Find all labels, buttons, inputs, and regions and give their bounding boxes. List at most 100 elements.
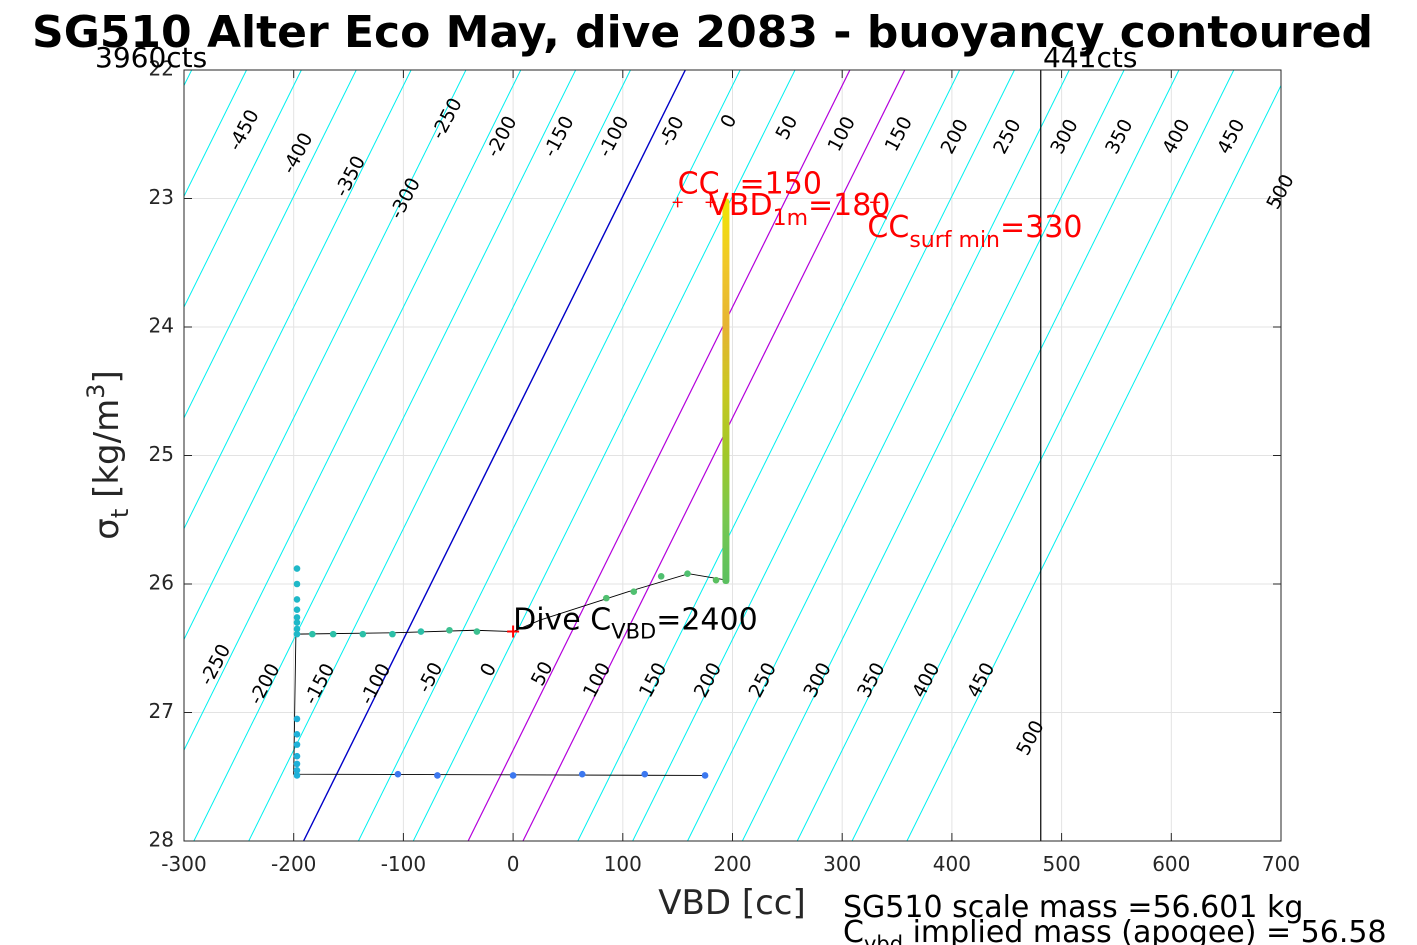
dive-marker <box>507 625 520 638</box>
contour-lines <box>184 70 1281 841</box>
footer-implied-mass: Cvbd implied mass (apogee) = 56.58 <box>843 915 1387 945</box>
x-axis-label: VBD [cc] <box>658 883 806 923</box>
annotation-main: CC <box>678 166 720 201</box>
contour-line <box>577 70 961 841</box>
data-point <box>293 619 301 626</box>
data-point <box>293 606 301 613</box>
data-point <box>701 772 709 779</box>
data-point <box>394 770 402 778</box>
data-point <box>293 760 301 768</box>
contour-line <box>687 70 1070 841</box>
contour-line <box>522 70 906 841</box>
x-tick-label: 600 <box>1152 852 1190 876</box>
dive-points <box>293 198 730 779</box>
contour-line <box>741 70 1125 841</box>
y-label-unit: [kg/m <box>87 399 127 509</box>
data-point <box>293 772 301 779</box>
footer-implied-sub: vbd <box>864 932 903 945</box>
y-tick-label: 27 <box>149 699 174 723</box>
data-point <box>473 628 481 635</box>
data-point <box>309 630 316 638</box>
annotation-sub: 1m <box>773 206 808 231</box>
data-point <box>293 741 301 748</box>
annotation-main: VBD <box>708 188 772 223</box>
contour-line <box>302 70 686 841</box>
y-tick-label: 28 <box>149 828 174 852</box>
chart-title: SG510 Alter Eco May, dive 2083 - buoyanc… <box>32 7 1373 58</box>
contour-line <box>851 70 1235 841</box>
contour-line <box>632 70 1015 841</box>
x-tick-label: -200 <box>271 852 316 876</box>
data-point <box>293 596 301 603</box>
data-point <box>293 614 301 621</box>
data-point <box>293 630 301 638</box>
data-point <box>712 576 720 584</box>
y-label-unit-close: ] <box>87 370 127 383</box>
x-tick-label: -300 <box>161 852 206 876</box>
contour-line <box>357 70 741 841</box>
contour-line <box>184 70 522 752</box>
dive-track <box>293 573 728 776</box>
contour-line <box>248 70 631 841</box>
data-point <box>293 767 301 774</box>
data-point <box>293 752 301 760</box>
y-tick-label: 26 <box>149 571 174 595</box>
annotation-label: VBD1m=180 <box>708 188 890 231</box>
y-tick-label: 24 <box>149 314 174 338</box>
data-point <box>293 731 301 738</box>
contour-line <box>796 70 1180 841</box>
x-tick-label: 500 <box>1043 852 1081 876</box>
dive-label-main: Dive C <box>513 603 611 638</box>
x-tick-label: 0 <box>507 852 520 876</box>
data-point <box>446 626 453 634</box>
annotation-marker <box>870 197 881 208</box>
y-tick-label: 22 <box>149 57 174 81</box>
dive-label-sub: VBD <box>611 620 656 644</box>
x-tick-label: 700 <box>1262 852 1300 876</box>
top-left-counts: 3960cts <box>95 41 207 74</box>
contour-line <box>184 70 467 641</box>
annotation-label: CC =150 <box>678 166 822 201</box>
data-point <box>293 715 301 723</box>
data-point <box>578 770 586 778</box>
annotation-label: CCsurf min=330 <box>867 210 1082 253</box>
contour-line <box>412 70 796 841</box>
x-tick-label: 200 <box>713 852 751 876</box>
y-axis-label: σt [kg/m3] <box>82 370 134 539</box>
x-tick-label: 400 <box>933 852 971 876</box>
data-point <box>329 630 337 638</box>
annotation-main: CC <box>867 210 909 245</box>
x-tick-label: 300 <box>823 852 861 876</box>
contour-line <box>184 70 357 419</box>
data-point <box>434 772 441 779</box>
data-point <box>293 565 301 572</box>
data-point <box>293 580 301 588</box>
vertical-point-column <box>722 198 730 584</box>
data-point <box>641 770 649 778</box>
dive-label-tail: =2400 <box>656 603 757 638</box>
data-point <box>630 588 638 596</box>
data-point <box>657 572 665 580</box>
data-point <box>509 772 517 779</box>
footer-implied-c: C <box>843 915 864 945</box>
x-tick-label: -100 <box>381 852 426 876</box>
data-point <box>293 625 301 633</box>
annotation-tail: =330 <box>1000 210 1082 245</box>
y-label-sub: t <box>106 509 134 518</box>
top-right-counts: 441cts <box>1043 41 1137 74</box>
y-label-symbol: σ <box>87 518 127 540</box>
y-tick-label: 23 <box>149 185 174 209</box>
contour-line <box>193 70 577 841</box>
footer-scale-mass: SG510 scale mass =56.601 kg <box>843 890 1303 925</box>
data-point <box>684 570 691 578</box>
annotation-marker <box>672 197 683 208</box>
annotation-tail: =180 <box>808 188 890 223</box>
data-point <box>417 628 425 635</box>
axis-ticks: -300 -200 -100 0 100 200 300 400 500 600 700 22 23 24… <box>149 57 1301 877</box>
annotation-marker <box>705 197 716 208</box>
annotation-sub: surf min <box>909 228 1000 253</box>
annotation-tail: =150 <box>740 166 822 201</box>
data-point <box>359 630 367 638</box>
